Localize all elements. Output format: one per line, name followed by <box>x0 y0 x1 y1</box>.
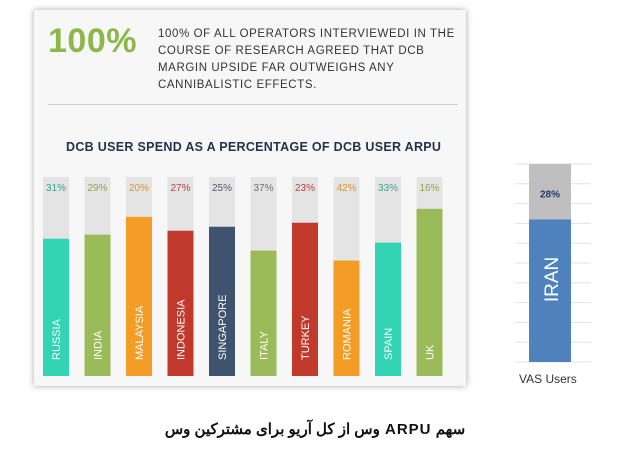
value-label-uk: 16% <box>419 183 439 194</box>
persian-caption: سهم ARPU وس از کل آریو برای مشترکین وس <box>164 421 466 438</box>
value-label-indonesia: 27% <box>170 183 190 194</box>
bar-uk <box>416 208 443 376</box>
value-label-spain: 33% <box>378 183 398 194</box>
country-bar-chart: 31% RUSSIA 29% INDIA 20% MALAYSIA 27% INDONESIA… <box>43 177 443 376</box>
value-label-malaysia: 20% <box>129 183 149 194</box>
value-label-singapore: 25% <box>212 183 232 194</box>
headline-stat: 100% <box>48 22 137 60</box>
category-label-india: INDIA <box>93 330 105 360</box>
category-label-malaysia: MALAYSIA <box>134 305 146 360</box>
category-label-singapore: SINGAPORE <box>217 295 229 360</box>
value-label-romania: 42% <box>336 183 356 194</box>
bar-russia <box>43 238 69 376</box>
category-label-spain: SPAIN <box>383 328 395 360</box>
bar-turkey <box>292 222 318 376</box>
vas-users-label: VAS Users <box>519 372 577 386</box>
category-label-indonesia: INDONESIA <box>176 299 188 360</box>
bar-italy <box>250 250 277 376</box>
value-label-turkey: 23% <box>295 183 315 194</box>
headline-note: 100% OF ALL OPERATORS INTERVIEWEDI IN TH… <box>158 28 455 91</box>
bar-singapore <box>209 226 235 376</box>
value-label-iran: 28% <box>540 189 560 200</box>
bar-malaysia <box>126 216 152 376</box>
category-label-romania: ROMANIA <box>342 308 354 360</box>
value-label-russia: 31% <box>46 183 66 194</box>
category-label-iran: IRAN <box>542 257 563 302</box>
bar-indonesia <box>167 230 194 376</box>
bar-spain <box>375 242 401 376</box>
chart-title: DCB USER SPEND AS A PERCENTAGE OF DCB US… <box>66 140 442 154</box>
value-label-italy: 37% <box>253 183 273 194</box>
infographic-panel: 100% 100% OF ALL OPERATORS INTERVIEWEDI … <box>34 10 466 386</box>
category-label-uk: UK <box>425 344 437 360</box>
divider <box>48 104 458 105</box>
iran-bar-top <box>529 164 571 220</box>
iran-bar-chart: 28% IRAN <box>515 163 591 363</box>
value-label-india: 29% <box>87 183 107 194</box>
bar-india <box>84 234 111 376</box>
iran-bar <box>529 219 571 362</box>
category-label-russia: RUSSIA <box>51 318 63 360</box>
bar-romania <box>333 260 360 376</box>
category-label-italy: ITALY <box>259 330 271 360</box>
category-label-turkey: TURKEY <box>300 315 312 360</box>
